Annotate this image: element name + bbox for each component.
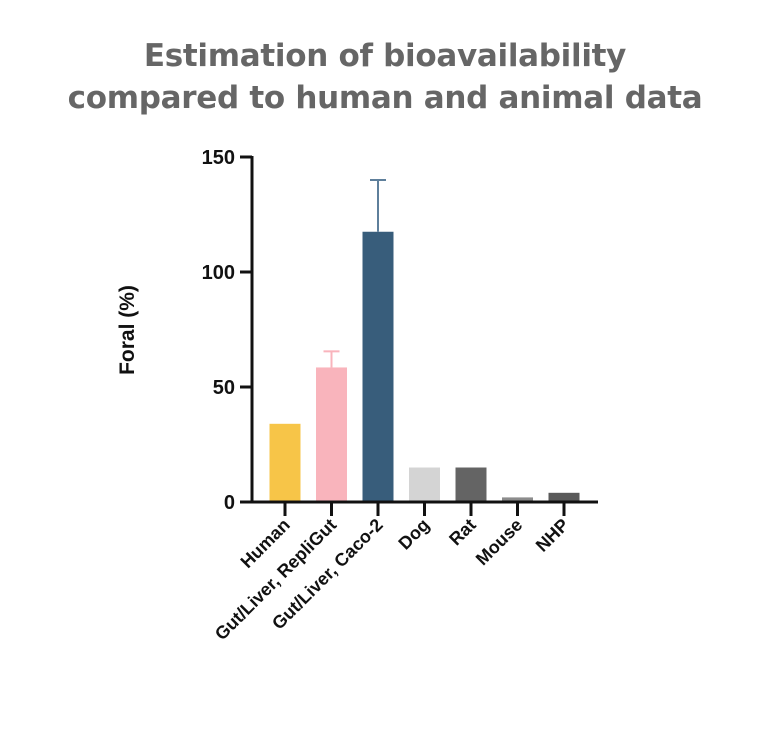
- bar-5: [502, 497, 533, 502]
- x-tick-label-6: NHP: [532, 515, 573, 556]
- y-tick-label-2: 100: [202, 262, 235, 284]
- x-tick-label-3: Dog: [394, 515, 433, 554]
- bar-2: [362, 231, 394, 502]
- x-tick-label-4: Rat: [445, 515, 480, 550]
- chart-title-line-1: Estimation of bioavailability: [143, 38, 627, 74]
- y-axis-label: Foral (%): [116, 285, 139, 375]
- bar-0: [269, 423, 301, 502]
- y-tick-label-0: 0: [224, 492, 235, 514]
- y-tick-label-1: 50: [213, 377, 235, 399]
- bar-4: [455, 467, 487, 502]
- y-tick-label-3: 150: [202, 147, 235, 169]
- bar-3: [409, 467, 440, 502]
- bar-1: [316, 367, 347, 502]
- x-tick-label-5: Mouse: [472, 515, 526, 569]
- chart-title-line-2: compared to human and animal data: [67, 80, 703, 116]
- bar-6: [548, 492, 580, 502]
